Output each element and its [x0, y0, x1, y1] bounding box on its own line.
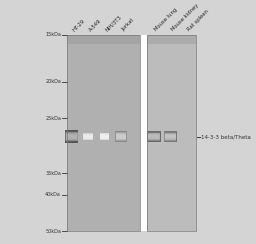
Bar [84, 135, 92, 138]
Bar [149, 136, 159, 137]
Bar [116, 135, 125, 138]
Bar [100, 134, 109, 140]
Bar [148, 134, 159, 139]
Bar [165, 135, 175, 138]
Bar [165, 134, 176, 140]
Bar [83, 133, 93, 140]
Bar [148, 133, 160, 140]
Text: Rat spleen: Rat spleen [187, 9, 210, 32]
Text: Mouse kidney: Mouse kidney [170, 3, 200, 32]
Bar [140, 35, 147, 231]
Bar [83, 134, 93, 139]
Bar [101, 136, 108, 137]
Bar [147, 131, 161, 142]
Bar [164, 132, 176, 141]
Bar [65, 131, 78, 142]
Bar [65, 130, 78, 143]
Bar [165, 134, 176, 139]
Bar [164, 132, 177, 142]
Bar [83, 134, 93, 139]
Bar [84, 135, 93, 138]
Bar [147, 35, 196, 231]
Bar [65, 132, 78, 141]
Bar [100, 133, 109, 140]
Bar [66, 133, 77, 140]
Bar [115, 131, 127, 142]
Bar [165, 133, 176, 140]
Bar [116, 134, 126, 139]
Bar [100, 134, 109, 139]
Text: A-549: A-549 [88, 18, 103, 32]
Bar [65, 132, 78, 142]
Text: 14-3-3 beta/Theta: 14-3-3 beta/Theta [201, 134, 251, 139]
Bar [100, 135, 109, 139]
Bar [148, 135, 159, 138]
Bar [83, 133, 93, 140]
Bar [116, 133, 126, 141]
Bar [84, 136, 92, 138]
Bar [147, 132, 160, 141]
Text: Jurkat: Jurkat [121, 18, 135, 32]
Bar [101, 136, 108, 137]
Text: 50kDa: 50kDa [45, 229, 61, 234]
Bar [101, 135, 109, 138]
Text: HT-29: HT-29 [72, 18, 86, 32]
Bar [116, 134, 126, 140]
Bar [67, 35, 140, 44]
Text: 25kDa: 25kDa [45, 116, 61, 121]
Bar [147, 132, 160, 141]
Bar [100, 135, 109, 138]
Bar [147, 35, 196, 44]
Bar [67, 136, 77, 137]
Text: 15kDa: 15kDa [45, 32, 61, 37]
Bar [166, 136, 175, 138]
Bar [116, 136, 125, 138]
Text: Mouse lung: Mouse lung [154, 7, 179, 32]
Bar [147, 132, 161, 142]
Bar [66, 133, 78, 140]
Text: NIH/3T3: NIH/3T3 [104, 14, 123, 32]
Bar [84, 135, 92, 138]
Bar [66, 135, 77, 138]
Bar [115, 132, 126, 141]
Text: 35kDa: 35kDa [45, 171, 61, 176]
Bar [83, 134, 93, 139]
Bar [66, 134, 77, 139]
Bar [100, 134, 109, 139]
Bar [164, 133, 176, 141]
Bar [66, 132, 78, 141]
Bar [148, 134, 160, 139]
Bar [84, 136, 92, 137]
Bar [67, 136, 77, 138]
Bar [117, 136, 125, 137]
Text: 40kDa: 40kDa [45, 193, 61, 197]
Bar [116, 135, 126, 139]
Bar [115, 132, 127, 142]
Bar [165, 134, 176, 139]
Bar [115, 132, 126, 142]
Bar [116, 133, 126, 140]
Bar [100, 135, 109, 138]
Bar [84, 136, 92, 137]
Bar [148, 135, 159, 138]
Bar [149, 136, 159, 138]
Bar [147, 35, 196, 231]
Bar [100, 133, 110, 140]
Bar [165, 135, 175, 138]
Bar [101, 136, 108, 138]
Bar [67, 35, 140, 231]
Bar [67, 35, 140, 231]
Bar [83, 133, 93, 140]
Bar [164, 132, 176, 141]
Bar [148, 133, 160, 140]
Bar [66, 134, 77, 139]
Bar [166, 136, 175, 137]
Text: 20kDa: 20kDa [45, 79, 61, 84]
